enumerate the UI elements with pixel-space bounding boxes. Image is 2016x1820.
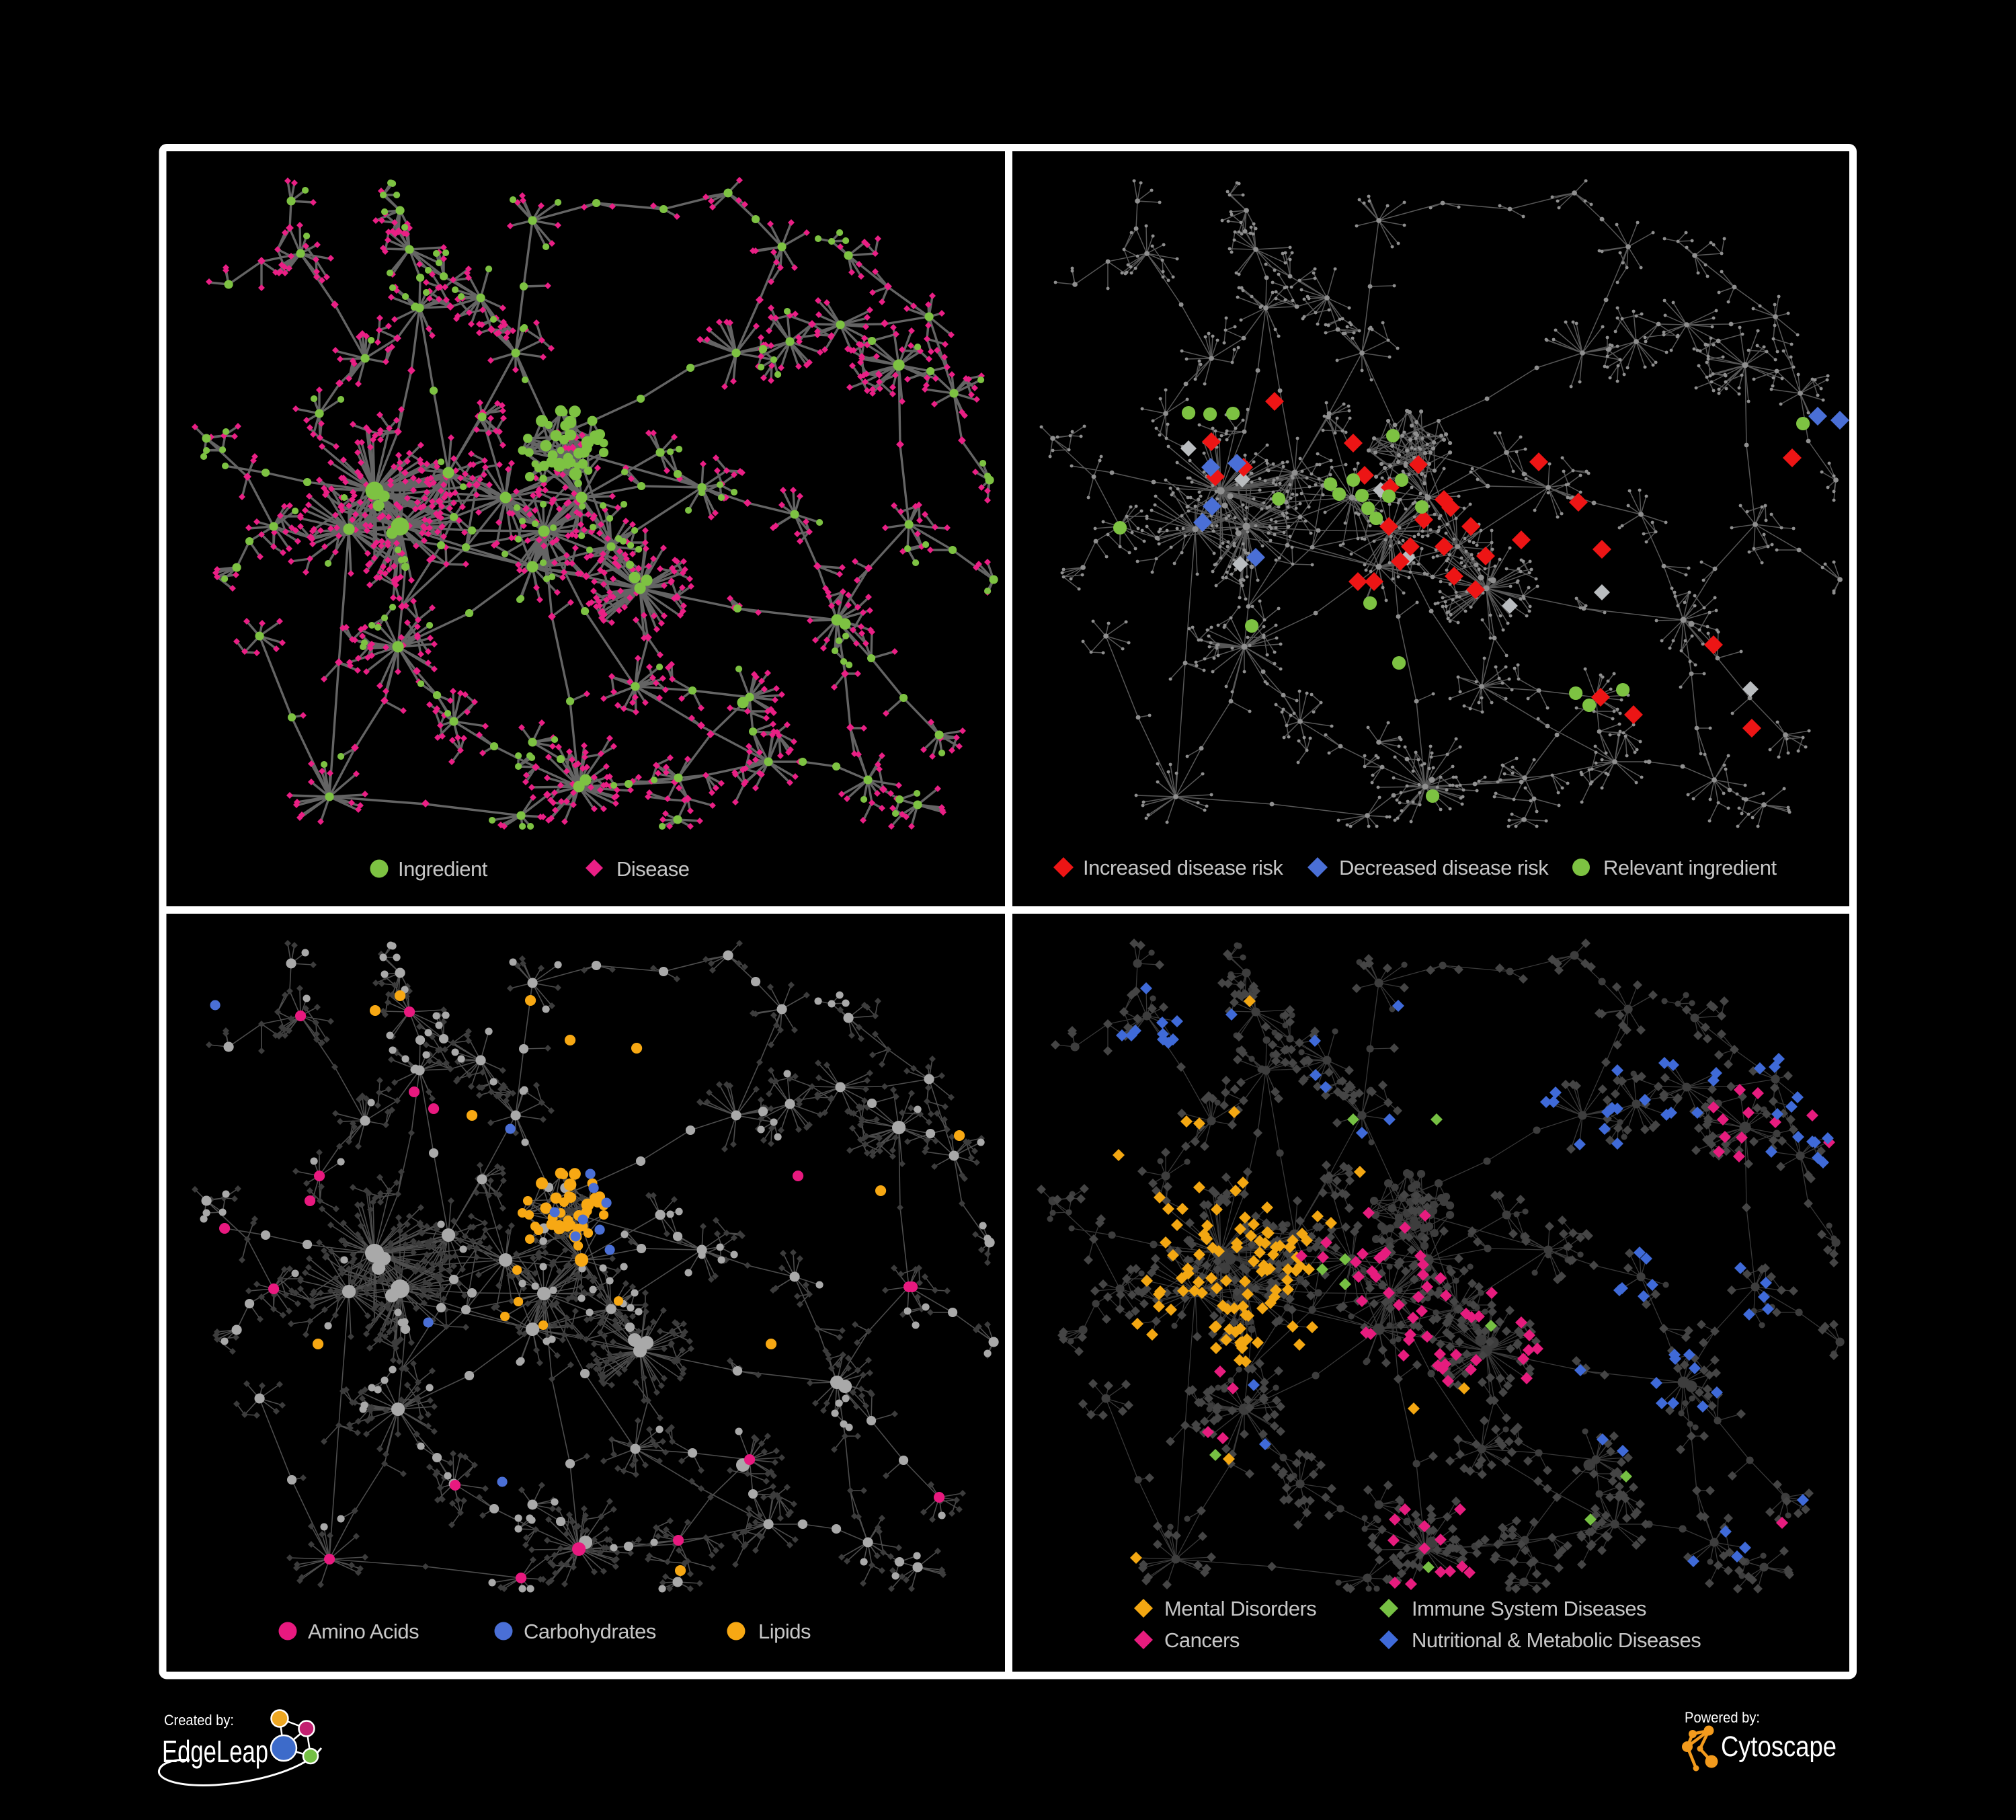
svg-text:Created by:: Created by:: [164, 1712, 234, 1729]
svg-text:Lipids: Lipids: [758, 1620, 811, 1643]
svg-text:Relevant ingredient: Relevant ingredient: [1603, 856, 1777, 879]
svg-text:Ingredient: Ingredient: [398, 857, 488, 881]
svg-text:Cancers: Cancers: [1164, 1628, 1240, 1652]
svg-text:Disease: Disease: [616, 857, 690, 881]
svg-text:Powered by:: Powered by:: [1685, 1709, 1760, 1726]
svg-text:Increased disease risk: Increased disease risk: [1083, 856, 1283, 879]
svg-text:EdgeLeap: EdgeLeap: [162, 1734, 268, 1769]
svg-text:Carbohydrates: Carbohydrates: [524, 1620, 656, 1643]
svg-text:Amino Acids: Amino Acids: [308, 1620, 419, 1643]
svg-text:Decreased disease risk: Decreased disease risk: [1339, 856, 1549, 879]
svg-text:Nutritional & Metabolic Diseas: Nutritional & Metabolic Diseases: [1412, 1628, 1701, 1652]
svg-text:Mental Disorders: Mental Disorders: [1164, 1597, 1316, 1620]
svg-text:Cytoscape: Cytoscape: [1721, 1731, 1837, 1763]
svg-text:Immune System Diseases: Immune System Diseases: [1412, 1597, 1646, 1620]
